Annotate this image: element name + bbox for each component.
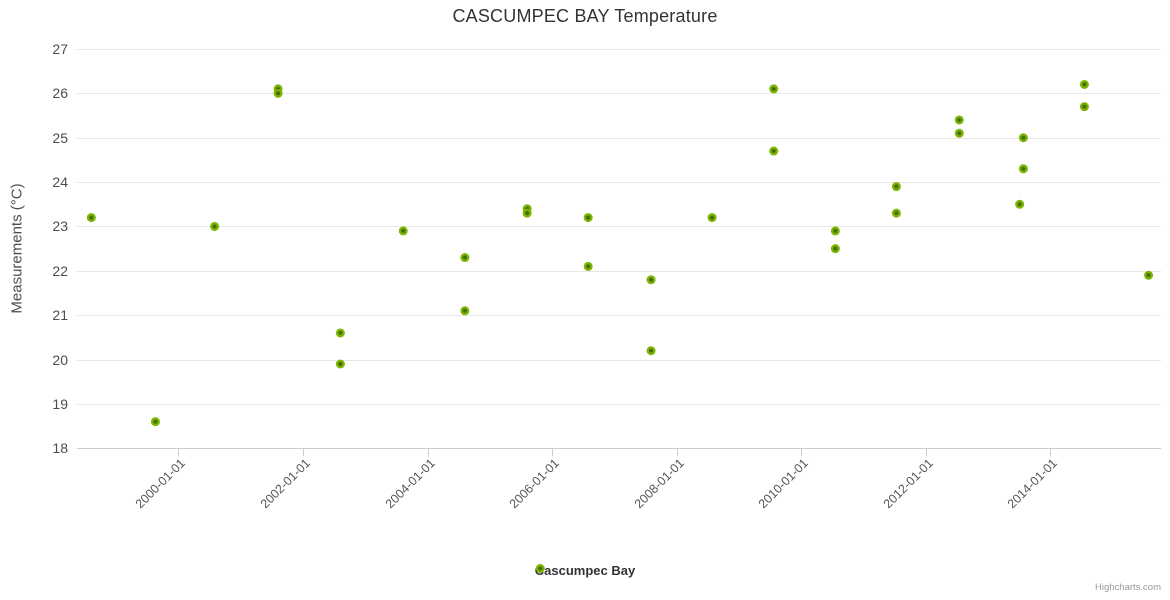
data-point-center bbox=[1017, 202, 1022, 207]
data-point-center bbox=[771, 148, 776, 154]
data-point-center bbox=[462, 308, 467, 313]
data-point-center bbox=[1021, 166, 1026, 171]
data-point-center bbox=[648, 277, 654, 282]
data-point-center bbox=[586, 215, 591, 220]
data-point-center bbox=[648, 348, 654, 353]
data-point-center bbox=[89, 215, 94, 220]
data-point-center bbox=[1082, 104, 1087, 109]
data-point-center bbox=[462, 255, 467, 260]
data-point-center bbox=[1082, 82, 1087, 87]
y-axis-tick-label: 18 bbox=[52, 440, 68, 457]
data-point-center bbox=[153, 419, 158, 424]
data-point-center bbox=[1021, 135, 1026, 140]
data-point-center bbox=[276, 91, 281, 96]
legend-marker-icon bbox=[535, 564, 545, 573]
data-point-center bbox=[525, 211, 530, 216]
data-point-center bbox=[833, 246, 838, 251]
data-point-center bbox=[771, 86, 776, 92]
y-axis-tick-label: 22 bbox=[52, 262, 68, 279]
data-point-center bbox=[586, 264, 591, 269]
chart-title: CASCUMPEC BAY Temperature bbox=[452, 6, 718, 26]
data-point-center bbox=[1146, 273, 1151, 278]
data-point-center bbox=[709, 215, 715, 220]
data-point-center bbox=[212, 224, 217, 229]
y-axis-tick-label: 21 bbox=[52, 307, 68, 324]
y-axis-tick-label: 24 bbox=[52, 174, 68, 191]
y-axis-tick-label: 27 bbox=[52, 41, 68, 57]
y-axis-tick-label: 19 bbox=[52, 395, 68, 412]
y-axis-tick-label: 26 bbox=[52, 85, 68, 102]
y-axis-tick-label: 20 bbox=[52, 351, 68, 368]
y-axis-tick-label: 25 bbox=[52, 129, 68, 146]
data-point-center bbox=[894, 211, 899, 216]
credits-link[interactable]: Highcharts.com bbox=[1095, 582, 1161, 593]
data-point-center bbox=[401, 228, 406, 234]
data-point-center bbox=[957, 131, 962, 136]
data-point-center bbox=[338, 361, 343, 367]
y-axis-tick-label: 23 bbox=[52, 218, 68, 235]
data-point-center bbox=[833, 228, 838, 234]
legend-label: Cascumpec Bay bbox=[534, 563, 636, 578]
data-point-center bbox=[957, 117, 962, 123]
legend-item-cascumpec-bay[interactable]: Cascumpec Bay bbox=[535, 563, 635, 578]
data-point-center bbox=[338, 330, 343, 336]
data-point-center bbox=[894, 184, 899, 189]
